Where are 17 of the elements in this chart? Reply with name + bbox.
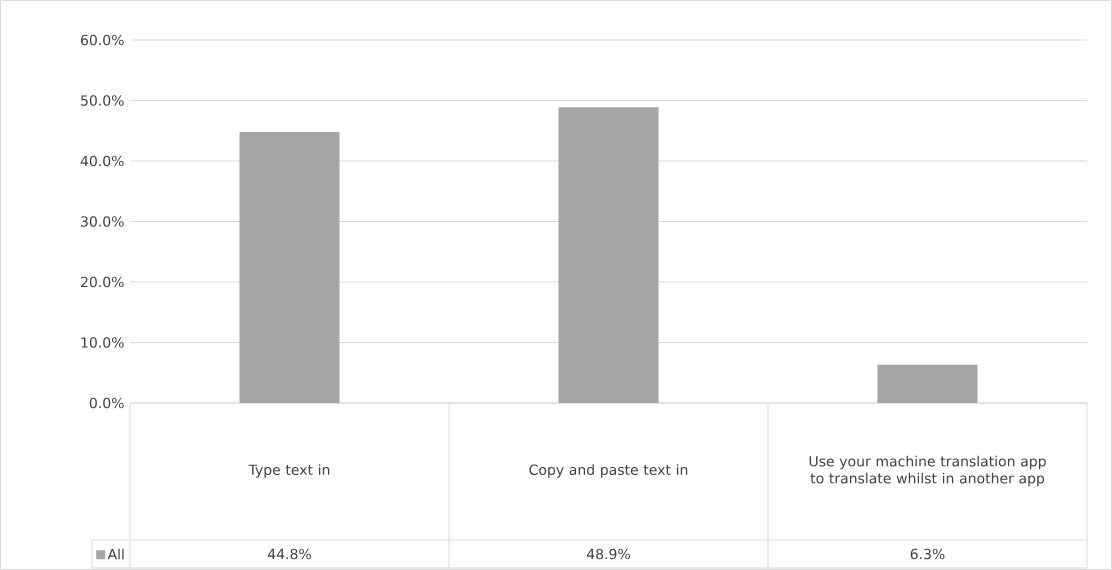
x-tick-label: Use your machine translation app to translate whilst in another app xyxy=(809,455,1046,487)
y-tick-label: 10.0% xyxy=(81,337,124,348)
data-label: 6.3% xyxy=(910,548,945,560)
y-tick-label: 0.0% xyxy=(89,397,124,409)
data-label: 44.8% xyxy=(267,548,311,560)
data-label: 48.9% xyxy=(586,548,630,560)
bar xyxy=(239,131,340,403)
x-tick-label: Type text in xyxy=(248,464,330,478)
legend-label: All xyxy=(107,548,124,560)
y-tick-label: 50.0% xyxy=(81,95,124,106)
bar xyxy=(558,107,659,403)
bar xyxy=(877,364,978,403)
x-tick-label: Copy and paste text in xyxy=(529,464,688,478)
y-tick-label: 30.0% xyxy=(81,216,124,227)
y-tick-label: 40.0% xyxy=(80,155,124,167)
y-tick-label: 20.0% xyxy=(81,276,124,288)
y-tick-label: 60.0% xyxy=(80,34,124,46)
